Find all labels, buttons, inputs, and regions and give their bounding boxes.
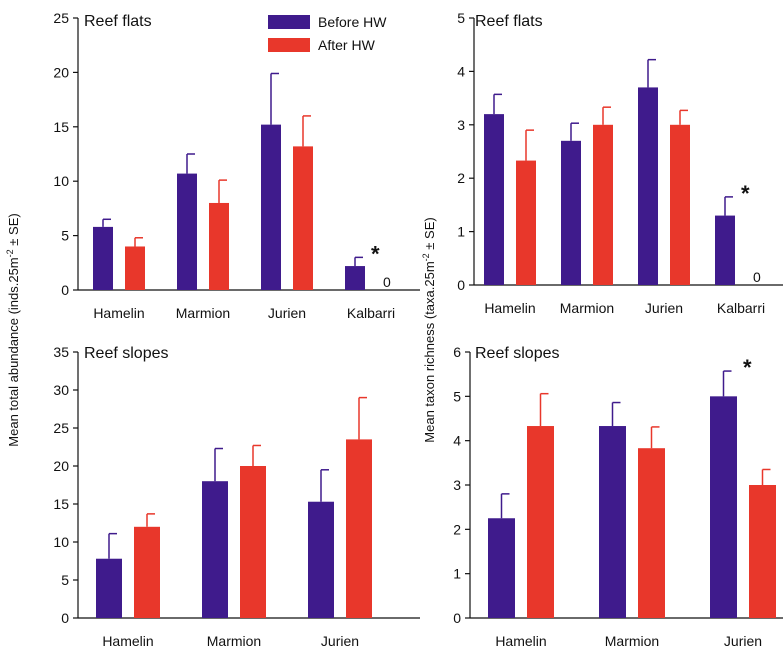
bar-before-hamelin <box>484 114 504 286</box>
x-category-label: Jurien <box>645 300 683 316</box>
bar-before-hamelin <box>488 518 515 618</box>
y-tick-label: 0 <box>61 282 69 298</box>
bar-before-marmion <box>561 140 581 285</box>
bar-after-hamelin <box>134 526 160 618</box>
x-category-label: Kalbarri <box>717 300 765 316</box>
x-category-label: Hamelin <box>484 300 535 316</box>
y-tick-label: 0 <box>61 610 69 626</box>
y-tick-label: 3 <box>457 117 465 133</box>
bar-after-marmion <box>638 448 665 618</box>
y-tick-label: 10 <box>53 534 69 550</box>
y-axis-label-abundance: Mean total abundance (inds.25m-2 ± SE) <box>5 213 21 446</box>
bar-before-marmion <box>177 173 197 290</box>
y-tick-label: 25 <box>53 420 69 436</box>
y-axis-label-richness: Mean taxon richness (taxa.25m-2 ± SE) <box>421 217 437 442</box>
zero-value-label: 0 <box>753 269 761 285</box>
y-tick-label: 5 <box>61 228 69 244</box>
bar-after-marmion <box>593 124 613 285</box>
y-tick-label: 4 <box>457 63 465 79</box>
bar-before-jurien <box>710 396 737 618</box>
y-tick-label: 25 <box>53 10 69 26</box>
x-category-label: Marmion <box>207 633 261 649</box>
panel-title: Reef flats <box>475 13 543 30</box>
bar-after-jurien <box>346 439 372 618</box>
x-category-label: Marmion <box>176 305 230 321</box>
legend-label-before: Before HW <box>318 14 387 30</box>
x-category-label: Hamelin <box>102 633 153 649</box>
x-category-label: Marmion <box>560 300 614 316</box>
y-tick-label: 10 <box>53 173 69 189</box>
significance-asterisk: * <box>741 181 750 206</box>
x-category-label: Jurien <box>321 633 359 649</box>
significance-asterisk: * <box>371 241 380 266</box>
y-tick-label: 4 <box>453 433 461 449</box>
x-category-label: Hamelin <box>93 305 144 321</box>
bar-after-hamelin <box>125 246 145 290</box>
bar-before-marmion <box>202 481 228 618</box>
bar-after-hamelin <box>527 426 554 618</box>
y-tick-label: 5 <box>61 572 69 588</box>
panel-reef-flats-richness: Reef flats 0 1 2 3 4 5 Hamelin Marmion Jurien Kal… <box>457 10 783 316</box>
bar-after-marmion <box>240 466 266 618</box>
y-tick-label: 2 <box>453 521 461 537</box>
bar-before-hamelin <box>96 558 122 618</box>
y-tick-label: 5 <box>457 10 465 26</box>
panel-reef-flats-abundance: Reef flats 0 5 10 15 20 25 Hamelin Marmion Jurie… <box>53 10 420 321</box>
x-category-label: Kalbarri <box>347 305 395 321</box>
legend-swatch-before <box>268 15 310 29</box>
panel-reef-slopes-abundance: Reef slopes 0 5 10 15 20 25 30 35 Hamelin Marmion… <box>53 344 420 649</box>
panel-reef-slopes-richness: Reef slopes 0 1 2 3 4 5 6 Hamelin Marmion Jurien * <box>453 344 783 649</box>
y-tick-label: 1 <box>453 566 461 582</box>
bar-before-marmion <box>599 426 626 618</box>
bar-before-kalbarri <box>345 266 365 290</box>
y-tick-label: 1 <box>457 224 465 240</box>
panel-title: Reef slopes <box>84 345 169 362</box>
x-category-label: Jurien <box>268 305 306 321</box>
y-tick-label: 20 <box>53 64 69 80</box>
significance-asterisk: * <box>743 355 752 380</box>
bar-after-marmion <box>209 202 229 290</box>
zero-value-label: 0 <box>383 274 391 290</box>
bar-after-jurien <box>670 124 690 285</box>
panel-title: Reef flats <box>84 13 152 30</box>
bar-before-jurien <box>638 87 658 285</box>
y-tick-label: 0 <box>457 277 465 293</box>
x-category-label: Jurien <box>724 633 762 649</box>
legend-label-after: After HW <box>318 37 376 53</box>
bar-after-jurien <box>749 485 776 618</box>
bar-after-jurien <box>293 146 313 290</box>
bar-before-kalbarri <box>715 215 735 285</box>
bar-before-jurien <box>261 124 281 291</box>
y-tick-label: 15 <box>53 119 69 135</box>
panel-title: Reef slopes <box>475 345 560 362</box>
bar-before-hamelin <box>93 226 113 290</box>
x-category-label: Marmion <box>605 633 659 649</box>
y-tick-label: 20 <box>53 458 69 474</box>
y-tick-label: 0 <box>453 610 461 626</box>
legend: Before HW After HW <box>268 14 387 53</box>
y-tick-label: 30 <box>53 382 69 398</box>
y-tick-label: 35 <box>53 344 69 360</box>
x-category-label: Hamelin <box>495 633 546 649</box>
y-tick-label: 3 <box>453 477 461 493</box>
y-tick-label: 15 <box>53 496 69 512</box>
y-tick-label: 6 <box>453 344 461 360</box>
y-tick-label: 5 <box>453 388 461 404</box>
y-tick-label: 2 <box>457 170 465 186</box>
bar-before-jurien <box>308 501 334 618</box>
legend-swatch-after <box>268 38 310 52</box>
bar-after-hamelin <box>516 160 536 285</box>
